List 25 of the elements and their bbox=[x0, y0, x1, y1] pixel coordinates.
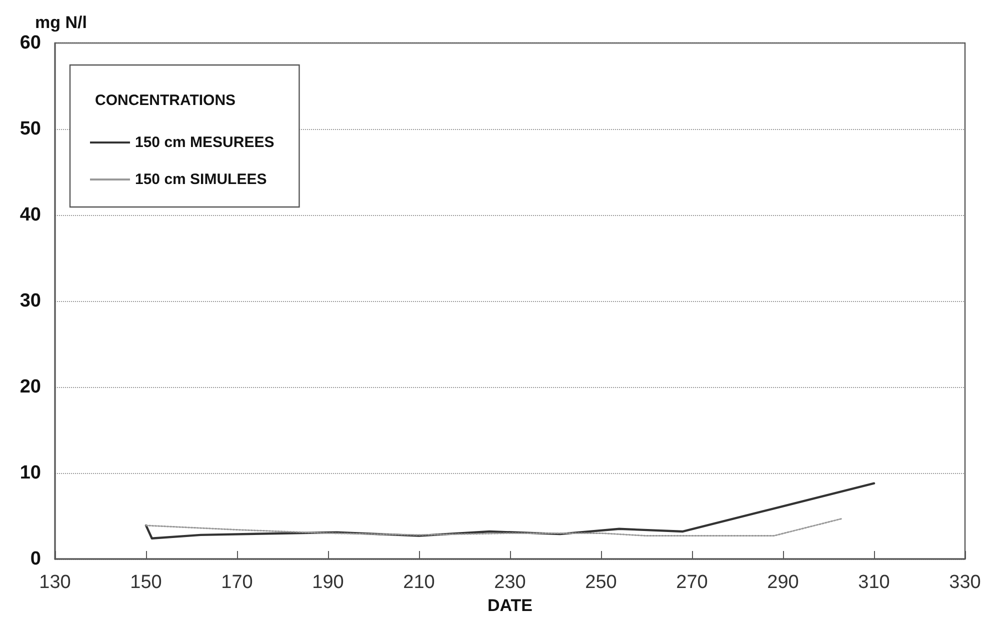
y-tick-label: 10 bbox=[20, 462, 41, 484]
x-axis-title: DATE bbox=[487, 596, 533, 615]
x-tick-label: 210 bbox=[403, 572, 435, 593]
line-series bbox=[144, 482, 876, 540]
legend-label: 150 cm MESUREES bbox=[135, 134, 274, 151]
x-tick-label: 130 bbox=[39, 572, 71, 593]
y-axis-title: mg N/l bbox=[35, 13, 87, 32]
x-tick-label: 330 bbox=[949, 572, 981, 593]
x-tick-label: 230 bbox=[494, 572, 526, 593]
line-series bbox=[145, 518, 843, 537]
y-tick-label: 30 bbox=[20, 290, 41, 312]
x-tick-label: 310 bbox=[858, 572, 890, 593]
y-tick-label: 20 bbox=[20, 376, 41, 398]
y-tick-label: 50 bbox=[20, 118, 41, 140]
x-tick-label: 270 bbox=[676, 572, 708, 593]
x-tick-label: 190 bbox=[312, 572, 344, 593]
y-tick-label: 0 bbox=[30, 548, 41, 570]
y-tick-label: 40 bbox=[20, 204, 41, 226]
x-tick-label: 170 bbox=[221, 572, 253, 593]
x-tick-label: 290 bbox=[767, 572, 799, 593]
x-tick-label: 150 bbox=[130, 572, 162, 593]
x-tick-label: 250 bbox=[585, 572, 617, 593]
legend-title: CONCENTRATIONS bbox=[95, 92, 236, 109]
y-tick-label: 60 bbox=[20, 32, 41, 54]
legend-label: 150 cm SIMULEES bbox=[135, 171, 267, 188]
